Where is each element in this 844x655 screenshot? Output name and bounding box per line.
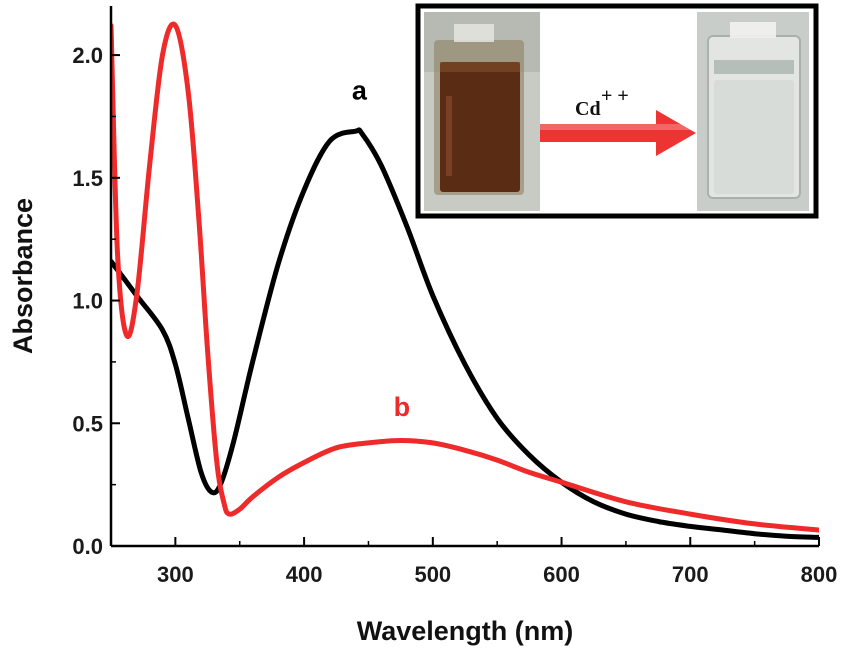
reagent-label: Cd: [575, 98, 601, 120]
series-line-a: [111, 127, 819, 540]
cuvette-after-photo: [697, 12, 809, 211]
y-tick-label: 0.5: [72, 411, 103, 436]
x-ticks: 300 400 500 600 700 800: [110, 537, 838, 587]
y-tick-label: 1.0: [72, 289, 103, 314]
cuvette-before-photo: [424, 12, 540, 211]
x-tick-label: 700: [672, 562, 709, 587]
annotation-layer: ab: [352, 75, 410, 422]
axes-frame: 300 400 500 600 700 800 0.0 0.5 1.0 1.5 2.0: [72, 6, 837, 587]
reagent-charge: + +: [601, 85, 629, 107]
plot-content: [111, 21, 819, 540]
x-tick-label: 800: [801, 562, 838, 587]
x-tick-label: 300: [157, 562, 194, 587]
inset-photo-panel: Cd + +: [415, 3, 819, 219]
x-axis-title: Wavelength (nm): [357, 616, 574, 646]
series-annotation-a: a: [352, 75, 368, 105]
series-line-b: [111, 21, 819, 533]
series-annotation-b: b: [394, 392, 411, 422]
y-tick-label: 0.0: [72, 534, 103, 559]
brown-solution: [440, 62, 520, 192]
x-tick-label: 600: [543, 562, 580, 587]
reaction-arrow: [540, 110, 696, 156]
x-tick-label: 500: [414, 562, 451, 587]
y-tick-label: 2.0: [72, 43, 103, 68]
series-layer: [111, 21, 819, 540]
clear-solution: [714, 80, 794, 194]
y-tick-label: 1.5: [72, 166, 103, 191]
y-ticks: 0.0 0.5 1.0 1.5 2.0: [72, 43, 120, 559]
x-tick-label: 400: [286, 562, 323, 587]
y-axis-title: Absorbance: [8, 198, 38, 354]
